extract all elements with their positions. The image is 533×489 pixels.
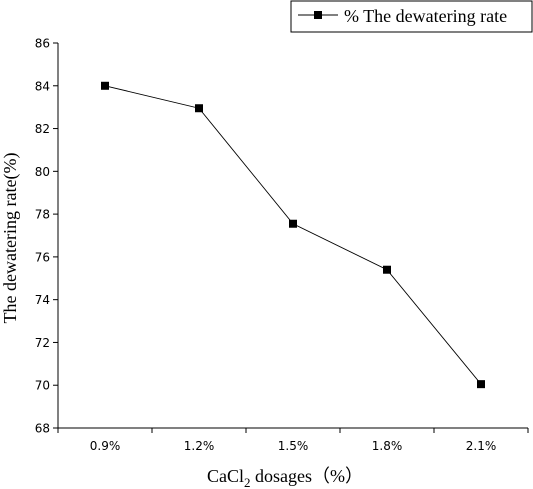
data-point: [477, 380, 485, 389]
legend-box: [290, 0, 533, 33]
x-ticks: 0.9% 1.2% 1.5% 1.8% 2.1%: [57, 428, 529, 453]
data-point: [101, 81, 109, 90]
x-tick-label: 0.9%: [90, 439, 121, 453]
x-axis-title-suffix: dosages（%）: [251, 466, 363, 486]
series-group: [101, 81, 485, 389]
x-axis-title-prefix: CaCl: [207, 466, 244, 486]
x-tick-label: 1.2%: [184, 439, 215, 453]
y-tick-label: 84: [35, 79, 50, 93]
y-ticks: 68 70 72 74 76 78 80 82 84 86: [35, 37, 58, 436]
axes: [57, 43, 528, 429]
legend: % The dewatering rate: [290, 0, 533, 33]
y-axis-title: The dewatering rate(%): [0, 153, 21, 324]
x-axis-title: CaCl2 dosages（%）: [207, 466, 363, 489]
y-tick-label: 86: [35, 37, 50, 51]
legend-label: % The dewatering rate: [344, 6, 507, 26]
x-tick-label: 1.8%: [372, 439, 403, 453]
data-point: [289, 219, 297, 228]
y-tick-label: 74: [35, 293, 50, 307]
y-tick-label: 70: [35, 379, 50, 393]
data-point: [383, 265, 391, 274]
series-line: [104, 85, 482, 385]
legend-marker: [314, 11, 322, 19]
data-point: [195, 104, 203, 113]
y-tick-label: 76: [35, 250, 50, 264]
y-tick-label: 80: [35, 165, 50, 179]
x-tick-label: 2.1%: [466, 439, 497, 453]
y-tick-label: 68: [35, 422, 50, 436]
y-tick-label: 72: [35, 336, 50, 350]
x-tick-label: 1.5%: [278, 439, 309, 453]
x-axis-title-subscript: 2: [244, 475, 251, 489]
y-tick-label: 78: [35, 208, 50, 222]
y-tick-label: 82: [35, 122, 50, 136]
